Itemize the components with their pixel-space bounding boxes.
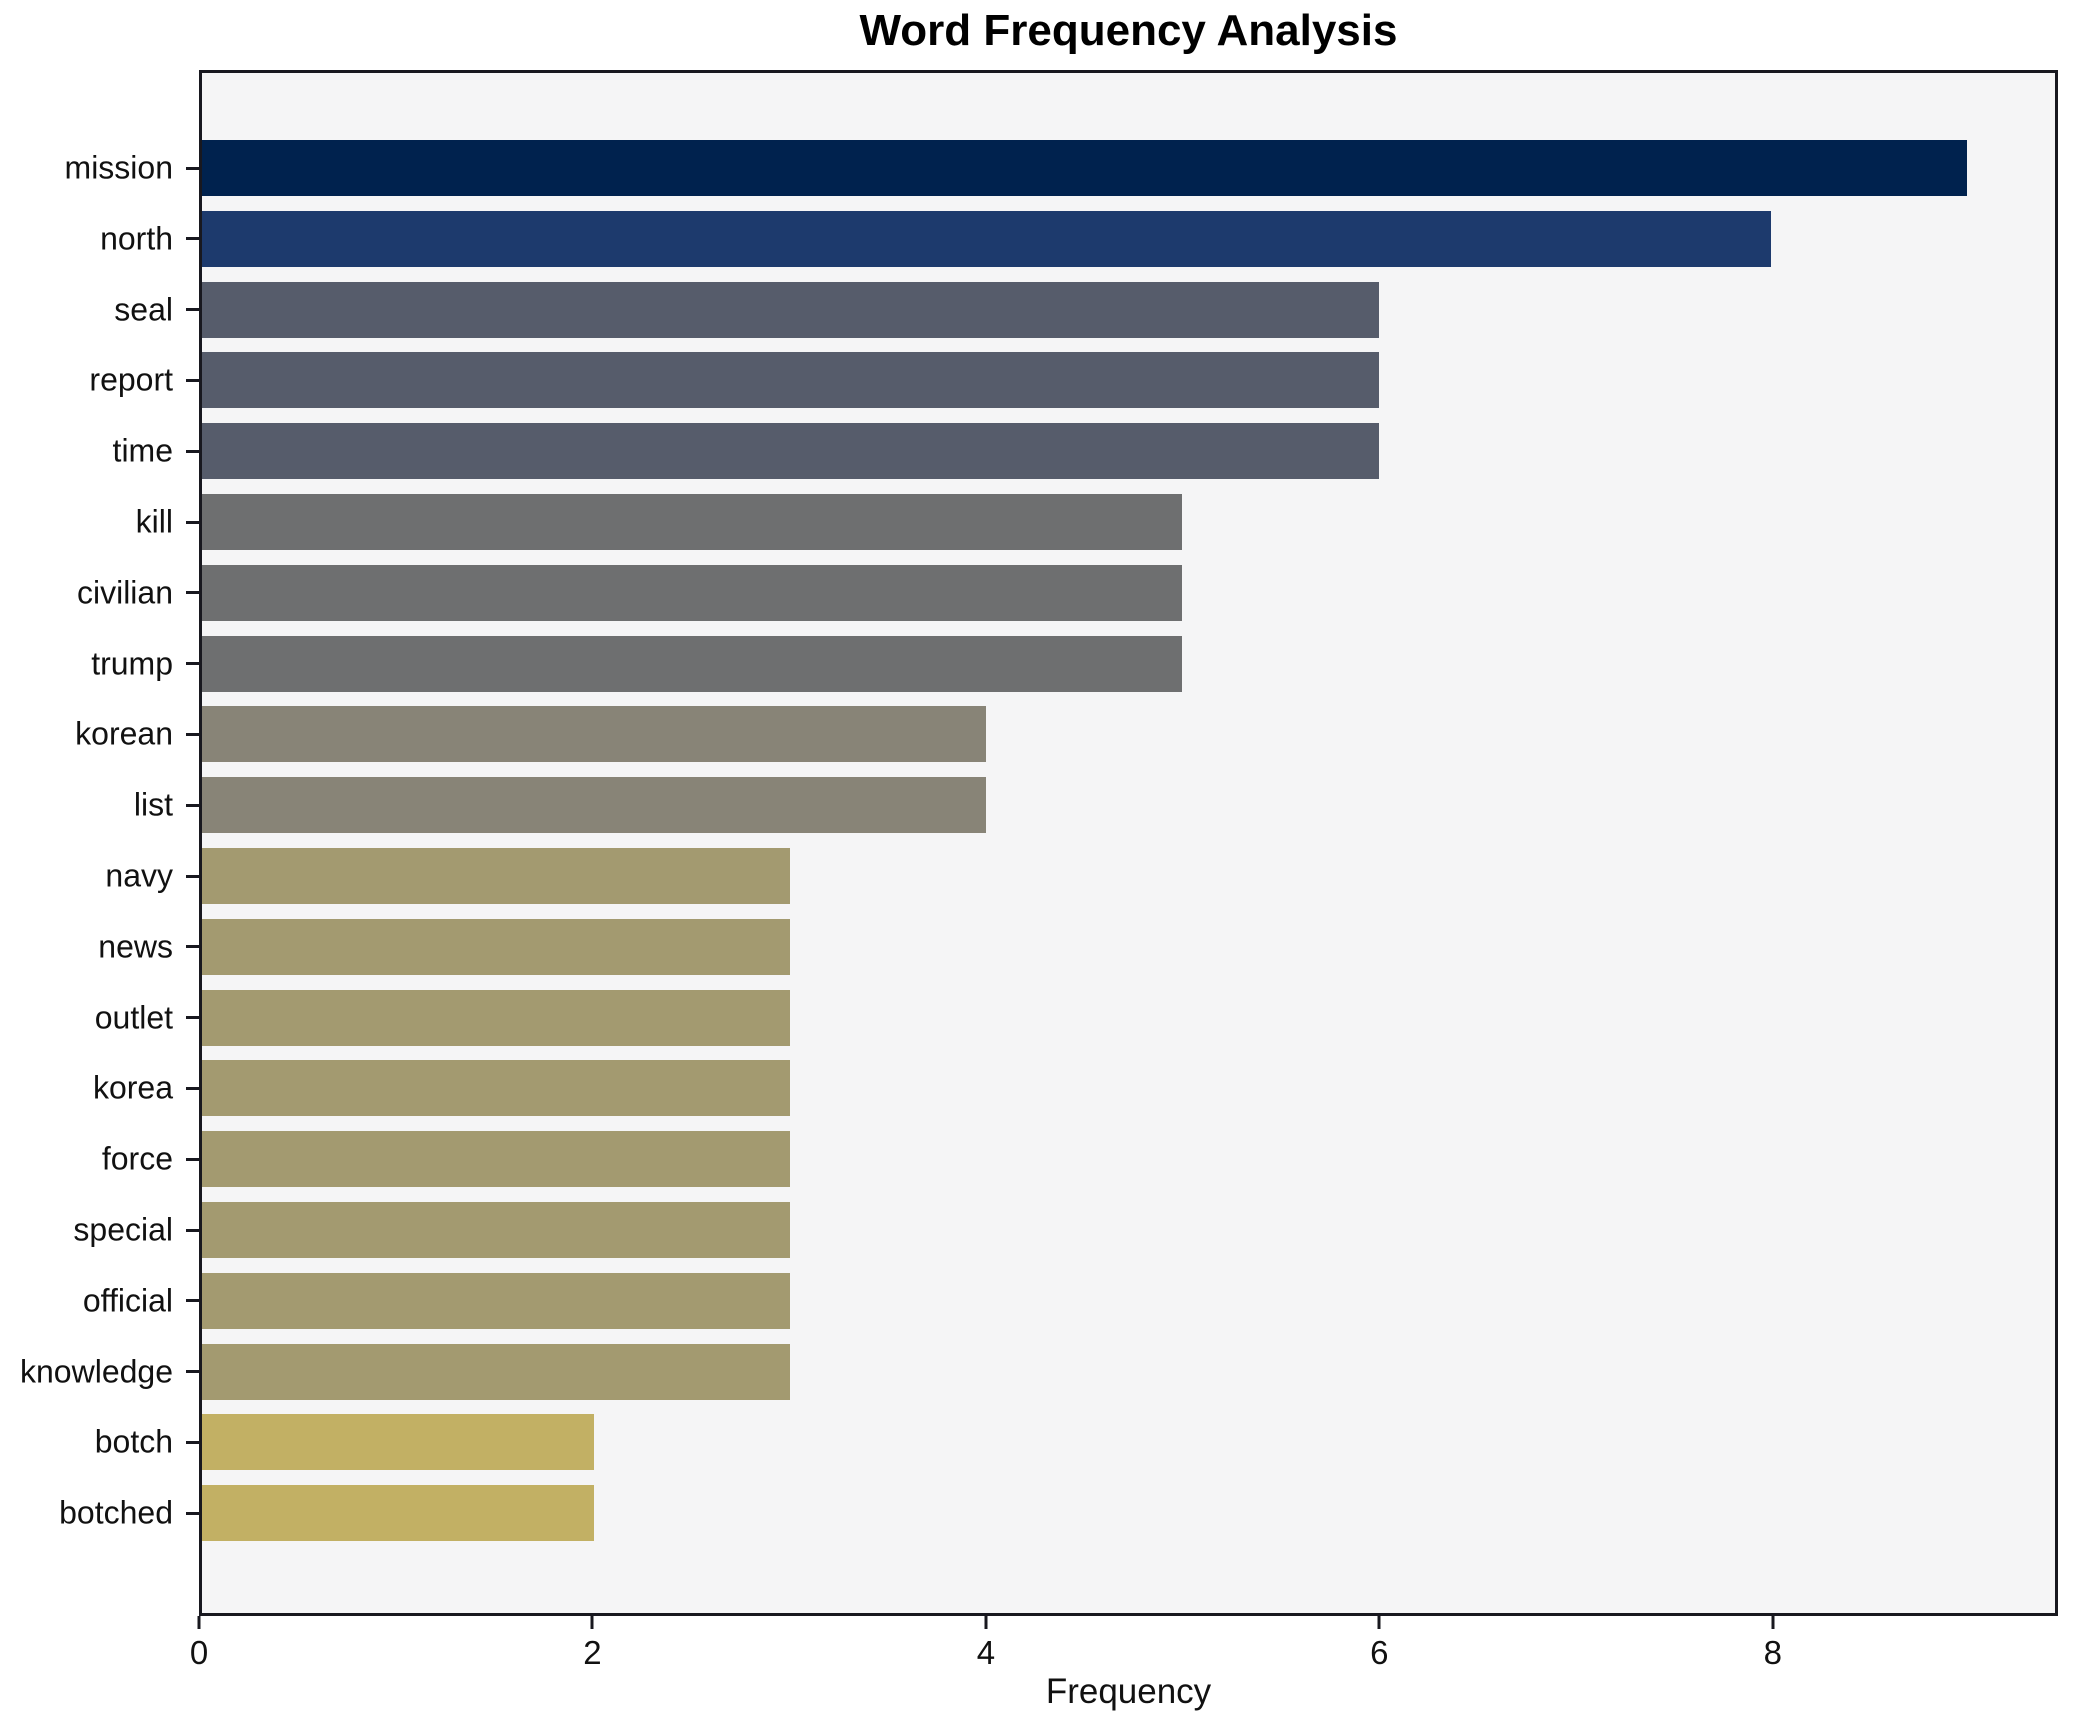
y-label-north: north	[100, 220, 173, 257]
y-label-time: time	[112, 432, 173, 469]
bar-korean	[202, 706, 987, 763]
y-label-botched: botched	[59, 1494, 173, 1531]
bar-mission	[202, 140, 1967, 196]
bar-official	[202, 1272, 791, 1329]
y-label-trump: trump	[91, 645, 173, 682]
bar-time	[202, 423, 1379, 480]
y-label-botch: botch	[94, 1423, 173, 1460]
y-tick-civilian	[186, 591, 199, 595]
y-label-list: list	[133, 786, 173, 823]
bar-civilian	[202, 564, 1183, 621]
x-tick-mark-2	[590, 1616, 594, 1629]
bar-botch	[202, 1414, 595, 1471]
y-label-korean: korean	[75, 715, 173, 752]
bar-navy	[202, 848, 791, 904]
y-axis: mission north seal report time kill civilian tr…	[0, 70, 199, 1616]
y-label-force: force	[101, 1140, 173, 1177]
y-tick-mission	[186, 166, 199, 170]
x-tick-mark-0	[197, 1616, 201, 1629]
x-tick-label-2: 2	[583, 1634, 602, 1671]
x-tick-label-0: 0	[189, 1634, 209, 1671]
bar-trump	[202, 635, 1183, 692]
y-label-civilian: civilian	[76, 574, 173, 611]
y-label-report: report	[89, 361, 173, 398]
y-label-seal: seal	[114, 291, 173, 328]
y-label-navy: navy	[105, 857, 173, 894]
y-label-special: special	[73, 1211, 173, 1248]
y-tick-north	[186, 237, 199, 241]
bar-seal	[202, 281, 1379, 338]
bar-report	[202, 352, 1379, 409]
y-tick-navy	[186, 874, 199, 878]
x-tick-mark-4	[984, 1616, 988, 1629]
bar-force	[202, 1131, 791, 1188]
y-tick-list	[186, 803, 199, 807]
y-tick-botch	[186, 1440, 199, 1444]
chart-title: Word Frequency Analysis	[859, 6, 1398, 55]
y-label-news: news	[98, 928, 173, 965]
y-tick-force	[186, 1157, 199, 1161]
x-axis: 0 2 4 6 8	[190, 1616, 2058, 1722]
y-tick-korea	[186, 1086, 199, 1090]
bar-korea	[202, 1060, 791, 1117]
x-axis-label: Frequency	[1045, 1672, 1212, 1711]
bar-outlet	[202, 989, 791, 1046]
bar-news	[202, 918, 791, 975]
x-tick-mark-8	[1771, 1616, 1775, 1629]
y-label-mission: mission	[64, 149, 173, 186]
y-tick-botched	[186, 1511, 199, 1515]
x-tick-label-6: 6	[1370, 1634, 1389, 1671]
y-tick-knowledge	[186, 1370, 199, 1374]
y-tick-trump	[186, 662, 199, 666]
y-label-outlet: outlet	[94, 999, 173, 1036]
x-tick-label-8: 8	[1763, 1634, 1782, 1671]
y-tick-special	[186, 1228, 199, 1232]
bar-north	[202, 210, 1771, 267]
plot-area	[199, 70, 2058, 1616]
x-tick-label-4: 4	[976, 1634, 996, 1671]
y-label-official: official	[82, 1282, 173, 1319]
y-tick-time	[186, 449, 199, 453]
bar-botched	[202, 1485, 595, 1542]
x-tick-mark-6	[1377, 1616, 1381, 1629]
y-label-kill: kill	[135, 503, 173, 540]
bar-kill	[202, 494, 1183, 550]
bar-list	[202, 777, 987, 834]
y-label-knowledge: knowledge	[20, 1353, 173, 1390]
y-tick-korean	[186, 732, 199, 736]
y-tick-news	[186, 945, 199, 949]
bar-special	[202, 1202, 791, 1258]
y-tick-seal	[186, 308, 199, 312]
y-tick-report	[186, 378, 199, 382]
y-label-korea: korea	[92, 1069, 173, 1106]
y-tick-official	[186, 1299, 199, 1303]
bar-knowledge	[202, 1343, 791, 1400]
y-tick-outlet	[186, 1016, 199, 1020]
y-tick-kill	[186, 520, 199, 524]
